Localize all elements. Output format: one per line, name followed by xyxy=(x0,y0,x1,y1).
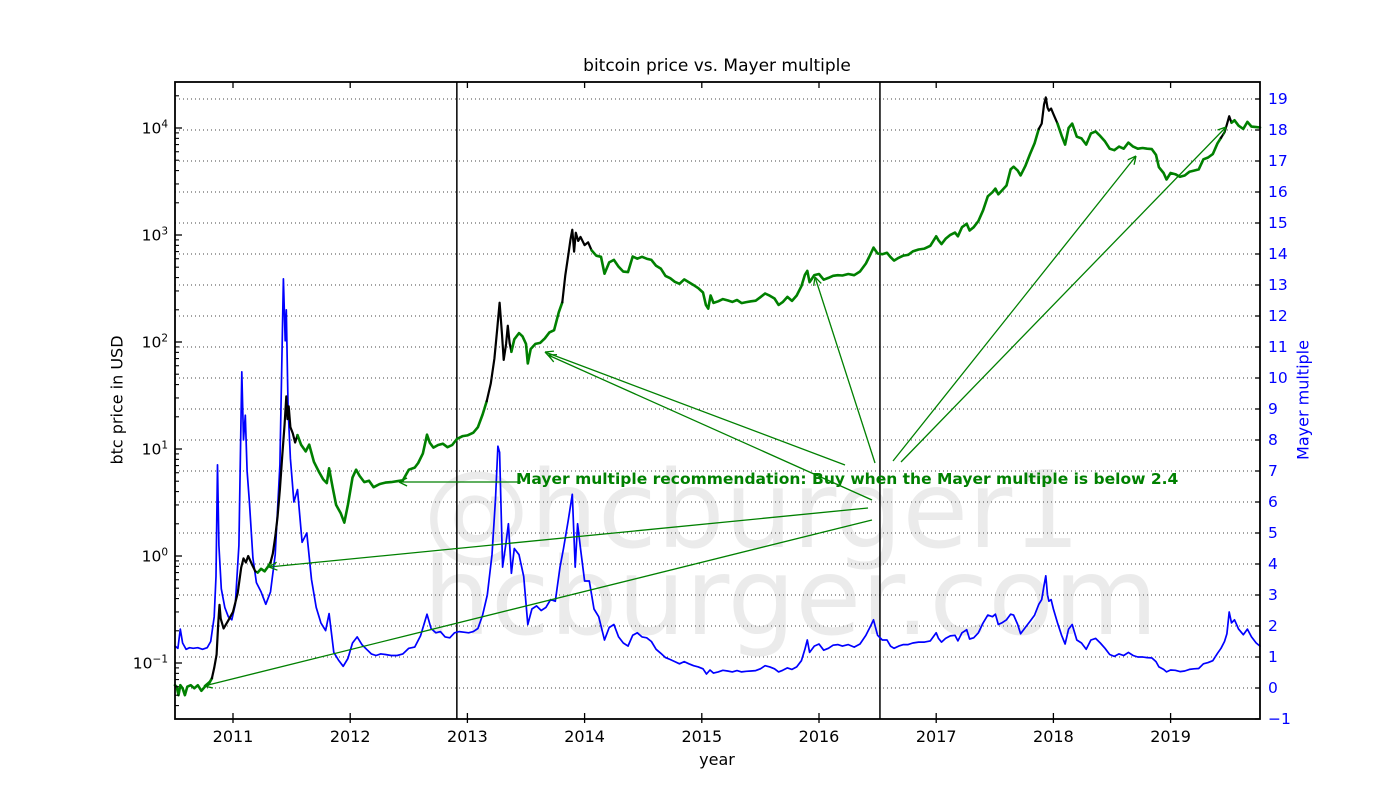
btc-price-line-black xyxy=(485,301,513,403)
annotation-arrow xyxy=(268,507,869,568)
watermark-line1: @hcburger1 xyxy=(423,449,1081,573)
y-right-axis-label: Mayer multiple xyxy=(1293,340,1313,460)
y-right-tick-label: 7 xyxy=(1268,462,1278,480)
annotation-arrowhead xyxy=(547,354,555,363)
btc-price-line-green xyxy=(590,127,1041,310)
x-tick-label: 2015 xyxy=(681,727,723,746)
y-right-tick-label: 8 xyxy=(1268,431,1278,449)
annotation-arrowhead xyxy=(814,276,822,284)
annotation-arrowhead xyxy=(398,477,408,483)
btc-price-line-green xyxy=(296,399,488,524)
x-tick-label: 2012 xyxy=(329,727,371,746)
y-left-tick-label: 104 xyxy=(141,118,168,138)
y-right-tick-label: 5 xyxy=(1268,524,1278,542)
y-left-tick-label: 102 xyxy=(141,332,168,352)
x-tick-label: 2014 xyxy=(564,727,605,746)
annotation-arrow xyxy=(892,155,1137,462)
annotation-arrowhead xyxy=(1133,155,1137,165)
y-left-tick-label: 101 xyxy=(141,439,168,459)
btc-price-line-green xyxy=(1230,119,1262,131)
annotation-arrowhead xyxy=(1217,126,1227,131)
y-right-tick-label: 1 xyxy=(1268,648,1278,666)
y-right-tick-label: 16 xyxy=(1268,183,1288,201)
x-tick-label: 2018 xyxy=(1033,727,1074,746)
mayer-multiple-line xyxy=(174,277,1261,675)
x-axis-label: year xyxy=(699,750,735,769)
btc-price-line-black xyxy=(561,228,593,304)
x-tick-label: 2016 xyxy=(798,727,840,746)
y-right-tick-label: 9 xyxy=(1268,400,1278,418)
y-right-tick-label: 12 xyxy=(1268,307,1288,325)
x-tick-label: 2017 xyxy=(915,727,957,746)
annotation-arrowhead xyxy=(1222,126,1227,136)
x-tick-label: 2011 xyxy=(212,727,254,746)
btc-price-line-green xyxy=(510,301,564,365)
annotation-arrow xyxy=(900,126,1227,463)
y-left-tick-label: 100 xyxy=(141,546,168,566)
chart-title: bitcoin price vs. Mayer multiple xyxy=(583,56,851,76)
annotation-arrowhead xyxy=(813,276,816,286)
watermark-line2: hcburger.com xyxy=(423,536,1158,660)
y-right-tick-label: 11 xyxy=(1268,338,1288,356)
watermark: @hcburger1 hcburger.com xyxy=(423,449,1158,660)
annotation-arrowhead xyxy=(398,481,408,487)
y-right-tick-label: 10 xyxy=(1268,369,1288,387)
btc-price-line-green xyxy=(173,677,214,697)
annotation-arrow xyxy=(547,354,873,501)
annotation-arrowhead xyxy=(268,566,278,571)
annotation-arrowhead xyxy=(1127,155,1137,161)
y-right-tick-label: 6 xyxy=(1268,493,1278,511)
btc-price-line-black xyxy=(269,395,299,564)
y-right-tick-label: 13 xyxy=(1268,276,1288,294)
annotation-arrowhead xyxy=(544,350,555,353)
annotation-arrow xyxy=(544,351,846,466)
btc-price-line-green xyxy=(1056,122,1223,181)
btc-price-line-black xyxy=(1219,115,1233,139)
y-left-tick-label: 103 xyxy=(141,225,168,245)
y-right-tick-label: 18 xyxy=(1268,121,1288,139)
plot-border xyxy=(174,81,1261,720)
btc-price-line-green xyxy=(256,561,272,574)
y-right-tick-label: 19 xyxy=(1268,90,1288,108)
annotation-arrow xyxy=(814,276,876,464)
y-right-tick-label: 15 xyxy=(1268,214,1288,232)
y-right-tick-label: 14 xyxy=(1268,245,1288,263)
y-right-tick-label: 0 xyxy=(1268,679,1278,697)
y-left-tick-label: 10−1 xyxy=(132,653,168,673)
btc-price-line-black xyxy=(210,554,259,680)
recommendation-annotation: Mayer multiple recommendation: Buy when … xyxy=(516,470,1179,488)
annotation-arrowhead xyxy=(268,561,277,568)
annotation-arrow xyxy=(203,519,873,687)
y-right-tick-label: −1 xyxy=(1268,710,1291,728)
y-right-tick-label: 17 xyxy=(1268,152,1288,170)
annotation-arrowhead xyxy=(203,679,212,687)
x-tick-label: 2013 xyxy=(447,727,488,746)
y-right-tick-label: 2 xyxy=(1268,617,1278,635)
x-tick-label: 2019 xyxy=(1150,727,1191,746)
y-right-tick-label: 4 xyxy=(1268,555,1278,573)
y-right-tick-label: 3 xyxy=(1268,586,1278,604)
btc-price-line-black xyxy=(1037,96,1059,130)
annotation-arrowhead xyxy=(203,685,213,689)
